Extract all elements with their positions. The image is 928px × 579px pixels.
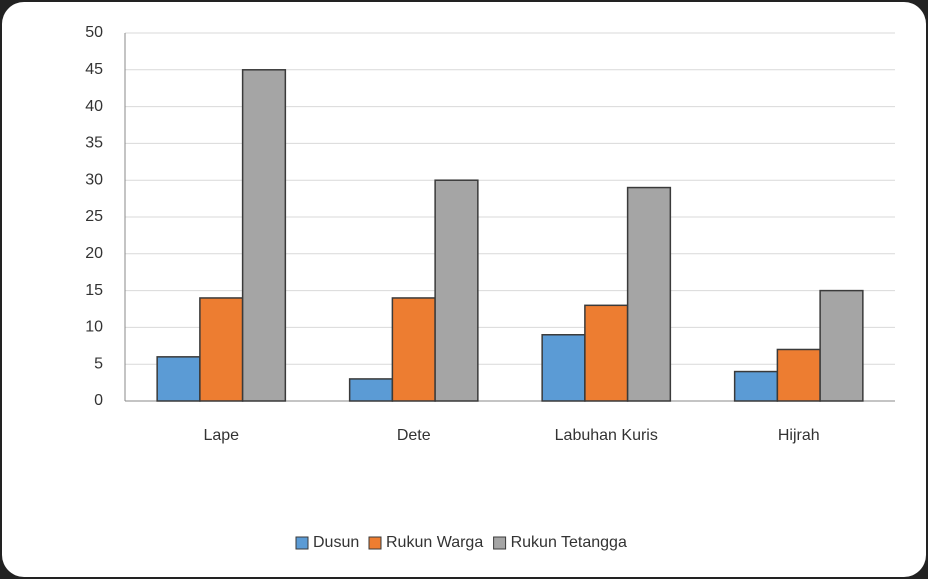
y-tick-label: 35 xyxy=(85,135,103,152)
bar xyxy=(733,370,779,402)
y-tick-label: 20 xyxy=(85,245,103,262)
y-tick-label: 5 xyxy=(94,355,103,372)
legend-swatch xyxy=(493,536,507,550)
y-tick-label: 0 xyxy=(94,392,103,409)
x-tick-label: Lape xyxy=(203,427,239,444)
x-tick-label: Labuhan Kuris xyxy=(555,427,658,444)
bar xyxy=(584,304,629,402)
bar xyxy=(391,297,436,402)
y-tick-label: 10 xyxy=(85,319,103,336)
bar xyxy=(156,356,201,402)
legend-swatch xyxy=(368,536,382,550)
bar xyxy=(348,378,394,402)
bar xyxy=(626,186,672,402)
x-tick-label: Dete xyxy=(397,427,431,444)
legend-label: Dusun xyxy=(313,534,359,551)
y-tick-label: 40 xyxy=(85,98,103,115)
x-tick-label: Hijrah xyxy=(778,427,820,444)
bar xyxy=(434,179,479,402)
y-tick-label: 15 xyxy=(85,282,103,299)
y-tick-label: 30 xyxy=(85,171,103,188)
bar xyxy=(819,289,864,402)
bar xyxy=(241,69,287,402)
legend-label: Rukun Tetangga xyxy=(511,534,627,551)
legend-swatch xyxy=(295,536,309,550)
legend-label: Rukun Warga xyxy=(386,534,483,551)
y-tick-label: 25 xyxy=(85,208,103,225)
bar xyxy=(541,334,586,402)
bar xyxy=(199,297,244,402)
y-tick-label: 50 xyxy=(85,24,103,41)
y-tick-label: 45 xyxy=(85,61,103,78)
bar xyxy=(776,348,821,402)
